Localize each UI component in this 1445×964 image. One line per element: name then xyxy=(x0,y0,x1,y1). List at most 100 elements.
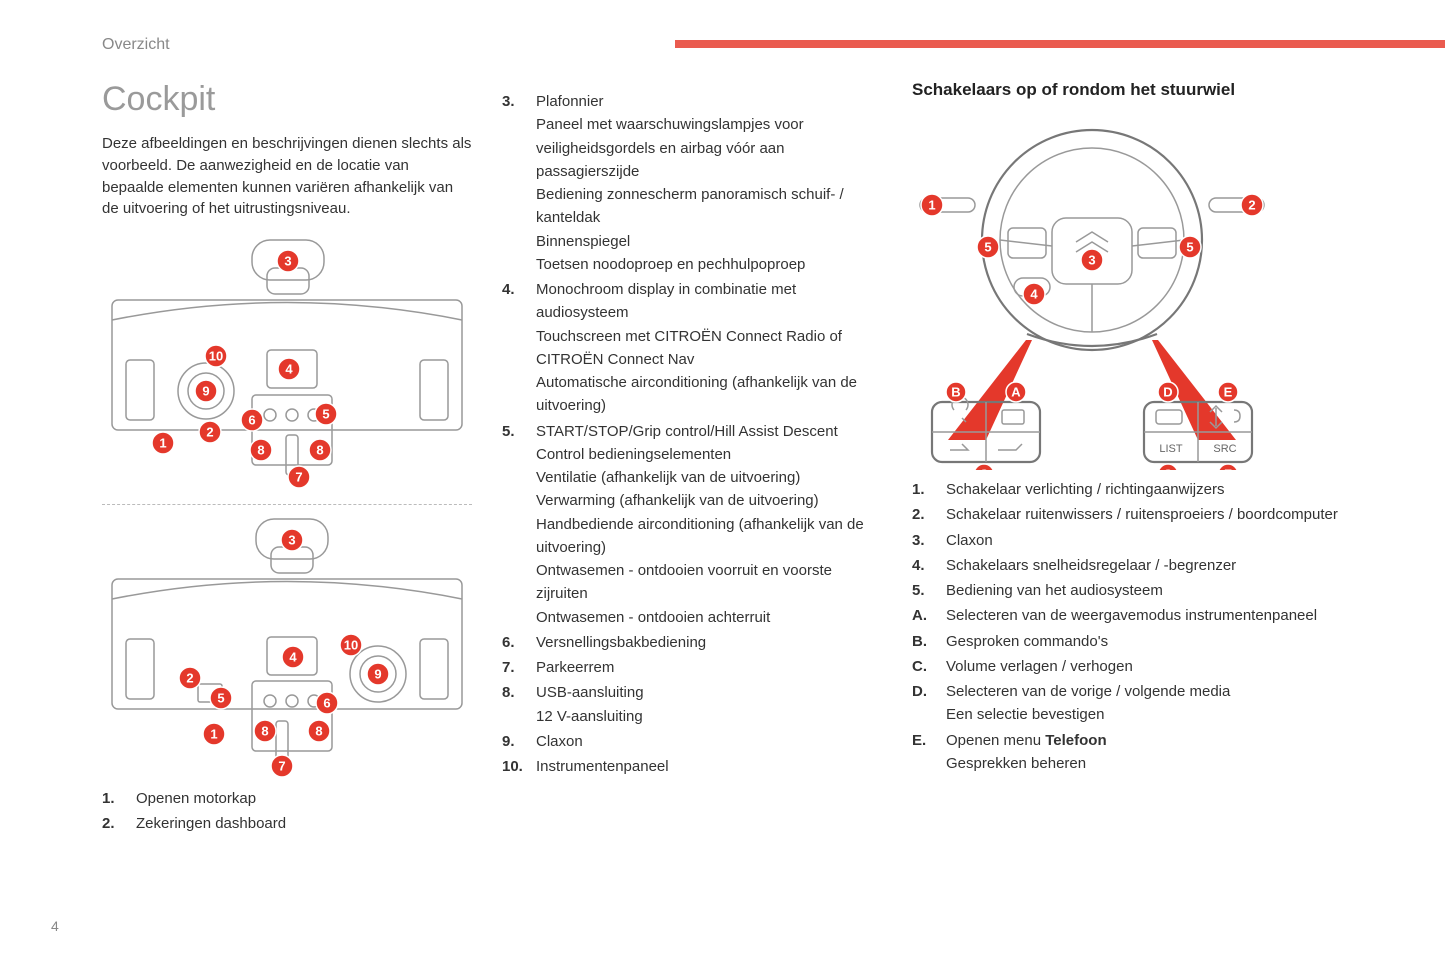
list-item-text: Schakelaar ruitenwissers / ruitensproeie… xyxy=(946,503,1372,526)
svg-text:1: 1 xyxy=(210,727,217,742)
intro-paragraph: Deze afbeeldingen en beschrijvingen dien… xyxy=(102,133,472,220)
svg-text:A: A xyxy=(1011,385,1021,400)
list-item-number: 1. xyxy=(102,787,136,810)
svg-text:1: 1 xyxy=(928,198,935,213)
dashboard-diagram-top: 310495621887 xyxy=(102,230,472,500)
list-item: C.Volume verlagen / verhogen xyxy=(912,655,1372,678)
list-item-number: 6. xyxy=(502,631,536,654)
list-item-number: 9. xyxy=(502,730,536,753)
list-item: A.Selecteren van de weergavemodus instru… xyxy=(912,604,1372,627)
list-item: E.Openen menu TelefoonGesprekken beheren xyxy=(912,729,1372,776)
svg-text:6: 6 xyxy=(248,413,255,428)
col3-heading: Schakelaars op of rondom het stuurwiel xyxy=(912,80,1372,100)
svg-text:10: 10 xyxy=(209,349,223,364)
list-item-text: USB-aansluiting12 V-aansluiting xyxy=(536,681,882,728)
list-item-number: 10. xyxy=(502,755,536,778)
svg-text:2: 2 xyxy=(186,671,193,686)
dashboard-diagram-bottom: 310492561887 xyxy=(102,509,472,787)
list-item-number: A. xyxy=(912,604,946,627)
list-item-text: Zekeringen dashboard xyxy=(136,812,472,835)
svg-text:3: 3 xyxy=(284,254,291,269)
page-number: 4 xyxy=(51,918,59,934)
list-item-number: 4. xyxy=(502,278,536,418)
svg-text:8: 8 xyxy=(257,443,264,458)
list-item: 1.Schakelaar verlichting / richtingaanwi… xyxy=(912,478,1372,501)
list-item-number: B. xyxy=(912,630,946,653)
list-item-text: Parkeerrem xyxy=(536,656,882,679)
list-item-text: PlafonnierPaneel met waarschuwingslampje… xyxy=(536,90,882,276)
svg-text:G: G xyxy=(1163,467,1173,471)
list-column-1: 1.Openen motorkap2.Zekeringen dashboard xyxy=(102,787,472,836)
svg-text:5: 5 xyxy=(217,691,224,706)
list-item: 3.PlafonnierPaneel met waarschuwingslamp… xyxy=(502,90,882,276)
list-item-number: C. xyxy=(912,655,946,678)
list-item-text: Schakelaars snelheidsregelaar / -begrenz… xyxy=(946,554,1372,577)
svg-text:D: D xyxy=(1163,385,1172,400)
list-item-text: Gesproken commando's xyxy=(946,630,1372,653)
svg-text:C: C xyxy=(979,467,989,471)
list-item-text: Selecteren van de weergavemodus instrume… xyxy=(946,604,1372,627)
list-item: 3.Claxon xyxy=(912,529,1372,552)
list-item-text: Volume verlagen / verhogen xyxy=(946,655,1372,678)
svg-text:4: 4 xyxy=(1030,287,1038,302)
list-item-number: 7. xyxy=(502,656,536,679)
svg-text:1: 1 xyxy=(159,436,166,451)
svg-text:2: 2 xyxy=(206,425,213,440)
svg-text:5: 5 xyxy=(984,240,991,255)
svg-text:8: 8 xyxy=(315,724,322,739)
list-item: 10.Instrumentenpaneel xyxy=(502,755,882,778)
list-item-number: 5. xyxy=(502,420,536,629)
svg-text:8: 8 xyxy=(261,724,268,739)
svg-text:9: 9 xyxy=(374,667,381,682)
svg-text:10: 10 xyxy=(344,638,358,653)
svg-text:9: 9 xyxy=(202,384,209,399)
list-item-text: Bediening van het audiosysteem xyxy=(946,579,1372,602)
list-item: 2.Schakelaar ruitenwissers / ruitensproe… xyxy=(912,503,1372,526)
list-item-number: 2. xyxy=(912,503,946,526)
steering-wheel-diagram: 123455 ABC xyxy=(912,110,1372,470)
svg-text:2: 2 xyxy=(1248,198,1255,213)
list-item: D.Selecteren van de vorige / volgende me… xyxy=(912,680,1372,727)
list-item-number: 3. xyxy=(912,529,946,552)
list-item-text: Claxon xyxy=(946,529,1372,552)
list-item: 5.Bediening van het audiosysteem xyxy=(912,579,1372,602)
list-item-number: 4. xyxy=(912,554,946,577)
svg-text:5: 5 xyxy=(1186,240,1193,255)
list-item: 4.Monochroom display in combinatie met a… xyxy=(502,278,882,418)
list-item: 8.USB-aansluiting12 V-aansluiting xyxy=(502,681,882,728)
list-item: 7.Parkeerrem xyxy=(502,656,882,679)
svg-text:E: E xyxy=(1224,385,1233,400)
column-1: Cockpit Deze afbeeldingen en beschrijvin… xyxy=(102,80,472,838)
list-item: 4.Schakelaars snelheidsregelaar / -begre… xyxy=(912,554,1372,577)
list-item-number: 3. xyxy=(502,90,536,276)
section-label: Overzicht xyxy=(102,36,170,54)
list-item: 1.Openen motorkap xyxy=(102,787,472,810)
header-accent-bar xyxy=(675,40,1445,48)
list-item: 9.Claxon xyxy=(502,730,882,753)
svg-text:3: 3 xyxy=(1088,253,1095,268)
list-item-number: E. xyxy=(912,729,946,776)
list-item: 5.START/STOP/Grip control/Hill Assist De… xyxy=(502,420,882,629)
list-item-text: START/STOP/Grip control/Hill Assist Desc… xyxy=(536,420,882,629)
list-item-text: Openen menu TelefoonGesprekken beheren xyxy=(946,729,1372,776)
list-item-number: D. xyxy=(912,680,946,727)
svg-text:8: 8 xyxy=(316,443,323,458)
svg-text:4: 4 xyxy=(289,650,297,665)
list-item: 2.Zekeringen dashboard xyxy=(102,812,472,835)
diagram-divider xyxy=(102,504,472,505)
list-item-text: Claxon xyxy=(536,730,882,753)
list-item-text: Instrumentenpaneel xyxy=(536,755,882,778)
svg-text:F: F xyxy=(1224,467,1232,471)
list-item-text: Openen motorkap xyxy=(136,787,472,810)
svg-text:3: 3 xyxy=(288,533,295,548)
list-item-number: 5. xyxy=(912,579,946,602)
list-item-text: Schakelaar verlichting / richtingaanwijz… xyxy=(946,478,1372,501)
list-item-text: Monochroom display in combinatie met aud… xyxy=(536,278,882,418)
list-item-number: 2. xyxy=(102,812,136,835)
list-column-2: 3.PlafonnierPaneel met waarschuwingslamp… xyxy=(502,90,882,778)
list-item-text: Versnellingsbakbediening xyxy=(536,631,882,654)
list-item-number: 8. xyxy=(502,681,536,728)
column-3: Schakelaars op of rondom het stuurwiel xyxy=(912,80,1372,838)
svg-text:6: 6 xyxy=(323,696,330,711)
svg-text:LIST: LIST xyxy=(1159,443,1183,455)
